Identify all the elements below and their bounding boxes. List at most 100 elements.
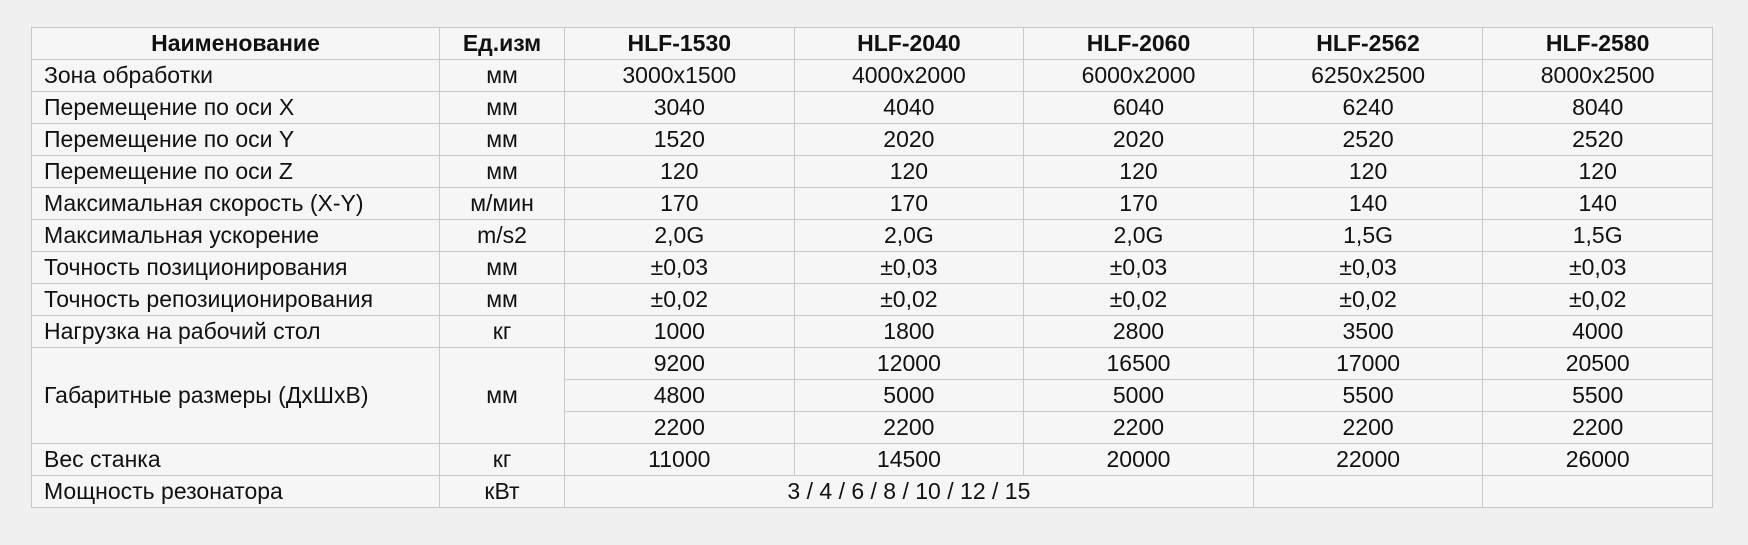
cell-value: 3500 (1252, 315, 1484, 348)
cell-value: 14500 (793, 443, 1025, 476)
table-row: Мощность резонатора кВт 3 / 4 / 6 / 8 / … (31, 475, 1713, 508)
cell-value: ±0,03 (793, 251, 1025, 284)
specifications-table: Наименование Ед.изм HLF-1530 HLF-2040 HL… (31, 27, 1713, 508)
row-name: Перемещение по оси Z (31, 155, 440, 188)
cell-value: 5000 (1023, 379, 1254, 412)
cell-value: 20000 (1023, 443, 1254, 476)
cell-value: 2520 (1482, 123, 1713, 156)
cell-value: 6040 (1023, 91, 1254, 124)
cell-value: ±0,02 (793, 283, 1025, 316)
cell-value: 170 (1023, 187, 1254, 220)
cell-value: 1000 (564, 315, 795, 348)
row-name: Перемещение по оси X (31, 91, 440, 124)
row-name: Точность позиционирования (31, 251, 440, 284)
table-row: Точность репозиционирования мм ±0,02 ±0,… (31, 283, 1713, 316)
header-row: Наименование Ед.изм HLF-1530 HLF-2040 HL… (31, 27, 1713, 60)
cell-value: 26000 (1482, 443, 1713, 476)
cell-value: 16500 (1023, 347, 1254, 380)
cell-value: 6250x2500 (1252, 59, 1484, 92)
row-name: Габаритные размеры (ДхШхВ) (31, 347, 440, 444)
cell-value-empty (1482, 475, 1713, 508)
cell-value: ±0,03 (1482, 251, 1713, 284)
table-row: Перемещение по оси Z мм 120 120 120 120 … (31, 155, 1713, 188)
cell-value: 4040 (793, 91, 1025, 124)
cell-value: 120 (1252, 155, 1484, 188)
row-unit: мм (439, 91, 565, 124)
cell-value: 8000x2500 (1482, 59, 1713, 92)
cell-value: 2020 (1023, 123, 1254, 156)
table-row: Точность позиционирования мм ±0,03 ±0,03… (31, 251, 1713, 284)
table-row: Максимальная скорость (X-Y) м/мин 170 17… (31, 187, 1713, 220)
header-model: HLF-2040 (793, 27, 1025, 60)
row-unit: м/мин (439, 187, 565, 220)
cell-value: 9200 (564, 347, 795, 380)
cell-value: 170 (793, 187, 1025, 220)
row-unit: мм (439, 283, 565, 316)
table-row-dimensions-length: Габаритные размеры (ДхШхВ) мм 9200 12000… (31, 347, 1713, 444)
cell-value: ±0,02 (1482, 283, 1713, 316)
cell-value: 2200 (1252, 411, 1484, 444)
cell-value: ±0,02 (1023, 283, 1254, 316)
cell-value: 6240 (1252, 91, 1484, 124)
cell-value: 2520 (1252, 123, 1484, 156)
header-model: HLF-1530 (564, 27, 795, 60)
cell-value: 120 (1023, 155, 1254, 188)
cell-value: 3040 (564, 91, 795, 124)
cell-value: 6000x2000 (1023, 59, 1254, 92)
cell-value: 4000 (1482, 315, 1713, 348)
cell-value: 1520 (564, 123, 795, 156)
row-name: Вес станка (31, 443, 440, 476)
table-row: Максимальная ускорение m/s2 2,0G 2,0G 2,… (31, 219, 1713, 252)
row-unit: кг (439, 443, 565, 476)
cell-value: 120 (564, 155, 795, 188)
cell-value: 12000 (793, 347, 1025, 380)
row-name: Перемещение по оси Y (31, 123, 440, 156)
cell-value: 140 (1252, 187, 1484, 220)
row-unit: кВт (439, 475, 565, 508)
cell-value: 2,0G (1023, 219, 1254, 252)
cell-value: 2200 (1482, 411, 1713, 444)
row-unit: мм (439, 347, 565, 444)
cell-value: 2800 (1023, 315, 1254, 348)
cell-value-empty (1252, 475, 1484, 508)
cell-value: 2200 (793, 411, 1025, 444)
cell-value: 20500 (1482, 347, 1713, 380)
cell-value: 17000 (1252, 347, 1484, 380)
cell-value: 3000x1500 (564, 59, 795, 92)
power-values: 3 / 4 / 6 / 8 / 10 / 12 / 15 (564, 475, 1254, 508)
header-unit: Ед.изм (439, 27, 565, 60)
cell-value: ±0,02 (564, 283, 795, 316)
cell-value: 140 (1482, 187, 1713, 220)
cell-value: 8040 (1482, 91, 1713, 124)
cell-value: 1,5G (1252, 219, 1484, 252)
table-row: Зона обработки мм 3000x1500 4000x2000 60… (31, 59, 1713, 92)
cell-value: 120 (793, 155, 1025, 188)
cell-value: 120 (1482, 155, 1713, 188)
cell-value: 4000x2000 (793, 59, 1025, 92)
cell-value: 11000 (564, 443, 795, 476)
cell-value: 4800 (564, 379, 795, 412)
row-unit: мм (439, 59, 565, 92)
header-model: HLF-2580 (1482, 27, 1713, 60)
header-model: HLF-2060 (1023, 27, 1254, 60)
cell-value: 2200 (564, 411, 795, 444)
row-name: Зона обработки (31, 59, 440, 92)
cell-value: 22000 (1252, 443, 1484, 476)
table-row: Вес станка кг 11000 14500 20000 22000 26… (31, 443, 1713, 476)
row-unit: m/s2 (439, 219, 565, 252)
table-row: Перемещение по оси X мм 3040 4040 6040 6… (31, 91, 1713, 124)
cell-value: ±0,03 (1023, 251, 1254, 284)
row-unit: мм (439, 123, 565, 156)
cell-value: 2,0G (793, 219, 1025, 252)
row-name: Максимальная ускорение (31, 219, 440, 252)
row-unit: мм (439, 155, 565, 188)
table-row: Перемещение по оси Y мм 1520 2020 2020 2… (31, 123, 1713, 156)
row-name: Мощность резонатора (31, 475, 440, 508)
table-row: Нагрузка на рабочий стол кг 1000 1800 28… (31, 315, 1713, 348)
cell-value: ±0,03 (564, 251, 795, 284)
header-model: HLF-2562 (1252, 27, 1484, 60)
cell-value: 5500 (1252, 379, 1484, 412)
cell-value: 5000 (793, 379, 1025, 412)
row-name: Точность репозиционирования (31, 283, 440, 316)
cell-value: 1800 (793, 315, 1025, 348)
